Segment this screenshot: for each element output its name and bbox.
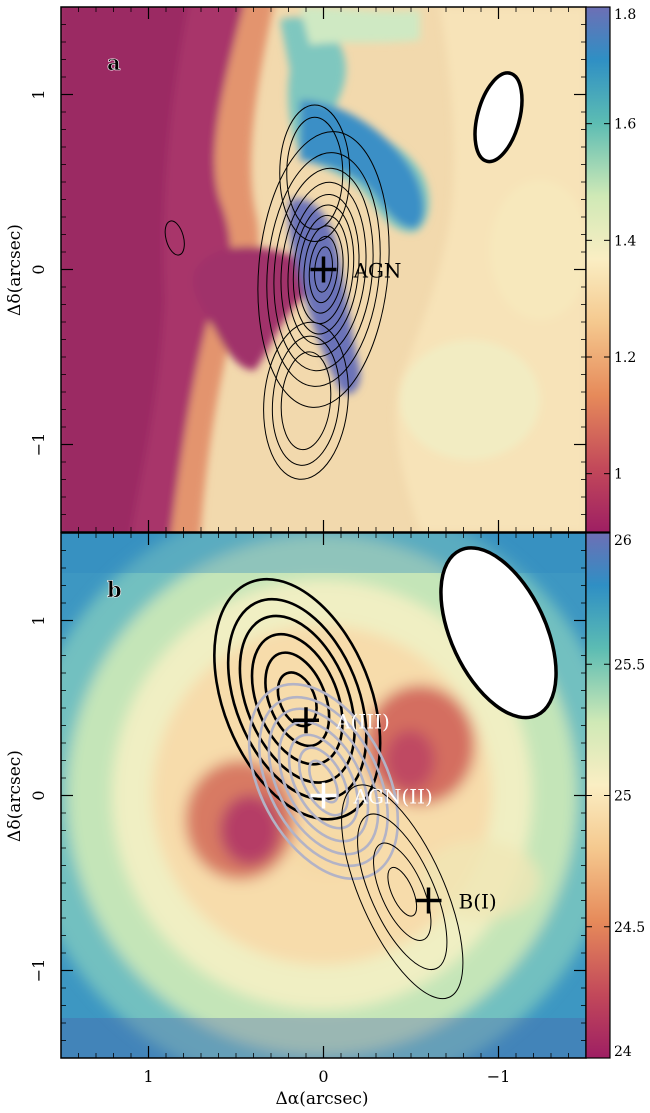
panel-a-ytick-label-0: 1 xyxy=(29,89,48,99)
panel-b-cbar-label-2: 25 xyxy=(614,789,632,805)
panel-a-marker-0-label: AGN xyxy=(353,259,402,283)
panel-a-colorbar-ticks: 1.8 1.6 1.4 1.2 1 xyxy=(586,6,636,483)
panel-a-colorbar xyxy=(585,6,611,533)
panel-b-ytick-label-2: −1 xyxy=(29,959,48,983)
panel-a-beam-ellipse xyxy=(473,71,524,164)
panel-b-ytick-label-1: 0 xyxy=(29,790,48,800)
panel-b-contours xyxy=(213,577,464,1000)
panel-a-markers: AGN xyxy=(310,256,402,283)
panel-a-cbar-label-1: 1.6 xyxy=(614,117,636,133)
panel-a-cbar-label-0: 1.8 xyxy=(614,7,636,23)
panel-a-contour-2-level-1 xyxy=(271,335,341,466)
panel-b-contour-1-level-1 xyxy=(297,746,350,817)
panel-a-cbar-label-2: 1.4 xyxy=(614,233,636,249)
panel-a-marker-0: AGN xyxy=(310,256,402,283)
panel-b-cbar-label-0: 26 xyxy=(614,533,632,549)
panel-a-contour-0-level-1 xyxy=(308,235,339,304)
panel-b-marker-0: A(III) xyxy=(293,707,390,734)
panel-b-marker-1: AGN(II) xyxy=(310,782,433,809)
panel-b-marker-0-label: A(III) xyxy=(335,709,390,733)
panel-a-contour-0-level-9 xyxy=(257,131,390,408)
panel-a-contour-0-level-8 xyxy=(266,152,381,387)
panel-a-contour-0-level-4 xyxy=(292,204,355,335)
panel-a-contour-2-level-0 xyxy=(280,351,332,451)
panel-b-contour-1-level-2 xyxy=(287,733,360,830)
panel-b-xlabel: Δα(arcsec) xyxy=(275,1089,368,1109)
panel-b-contour-2-level-2 xyxy=(357,813,448,971)
panel-b-cbar-label-1: 25.5 xyxy=(614,657,645,673)
panel-b-ticks: 1 0 −1 1 0 −1 xyxy=(29,532,587,1086)
panel-a-label: a xyxy=(107,50,121,75)
panel-b-contour-1-level-6 xyxy=(247,682,400,881)
panel-b-contour-2-level-1 xyxy=(373,842,432,941)
panel-b-cbar-label-4: 24 xyxy=(614,1044,632,1060)
panel-b-marker-1-label: AGN(II) xyxy=(353,785,433,809)
panel-b-contour-1-level-3 xyxy=(277,720,370,843)
panel-a-contour-0-level-5 xyxy=(287,193,360,346)
panel-a-contour-1-level-1 xyxy=(279,104,351,242)
panel-a-beam xyxy=(473,71,524,164)
panel-a-contour-1-level-0 xyxy=(286,116,344,230)
panel-b-beam xyxy=(439,546,558,720)
panel-a-ticks: 1 0 −1 xyxy=(29,6,587,533)
panel-b-markers: A(III) AGN(II) B(I) xyxy=(293,707,497,914)
panel-b-beam-ellipse xyxy=(439,546,558,720)
panel-a-contour-0-level-2 xyxy=(303,225,344,314)
panel-b-xtick-label-0: 1 xyxy=(143,1067,153,1086)
panel-b-contour-0-level-3 xyxy=(238,614,356,784)
panel-a-ytick-label-2: −1 xyxy=(29,433,48,457)
panel-b-contour-2-level-0 xyxy=(387,866,418,917)
panel-a-cbar-label-4: 1 xyxy=(614,467,623,483)
panel-b-label: b xyxy=(107,577,122,602)
panel-b-ylabel: Δδ(arcsec) xyxy=(5,750,25,842)
panel-b-marker-2-label: B(I) xyxy=(459,890,497,914)
panel-a-ylabel: Δδ(arcsec) xyxy=(5,224,25,316)
panel-b-contour-0-level-5 xyxy=(213,577,382,821)
panel-b-xtick-label-2: −1 xyxy=(487,1067,511,1086)
panel-b-contour-2-level-3 xyxy=(341,784,464,1000)
panel-b-colorbar-ticks: 26 25.5 25 24.5 24 xyxy=(586,532,645,1060)
panel-a-contour-0-level-7 xyxy=(273,167,374,372)
panel-a-ytick-label-1: 0 xyxy=(29,264,48,274)
panel-b: A(III)AGN(II)B(I) b 10−11 0 −1 Δδ(arcsec) … xyxy=(5,532,645,1109)
panel-b-cbar-label-3: 24.5 xyxy=(614,920,645,936)
panel-b-xtick-label-1: 0 xyxy=(318,1067,328,1086)
panel-a: AGN a 1 0 −1 Δδ(arcsec) 1.8 1.6 1.4 1.2 1 xyxy=(5,6,636,533)
panel-a-contours xyxy=(164,104,390,480)
panel-b-contour-1-level-0 xyxy=(308,759,339,804)
panel-a-contour-3-level-0 xyxy=(164,220,185,256)
panel-b-contour-1-level-4 xyxy=(267,707,380,856)
panel-a-contour-2-level-2 xyxy=(263,321,349,480)
panel-b-ytick-label-0: 1 xyxy=(29,615,48,625)
panel-b-marker-2: B(I) xyxy=(415,887,497,914)
panel-a-contour-0-level-6 xyxy=(280,181,367,358)
panel-b-contour-1-level-5 xyxy=(258,695,389,868)
panel-a-cbar-label-3: 1.2 xyxy=(614,350,636,366)
